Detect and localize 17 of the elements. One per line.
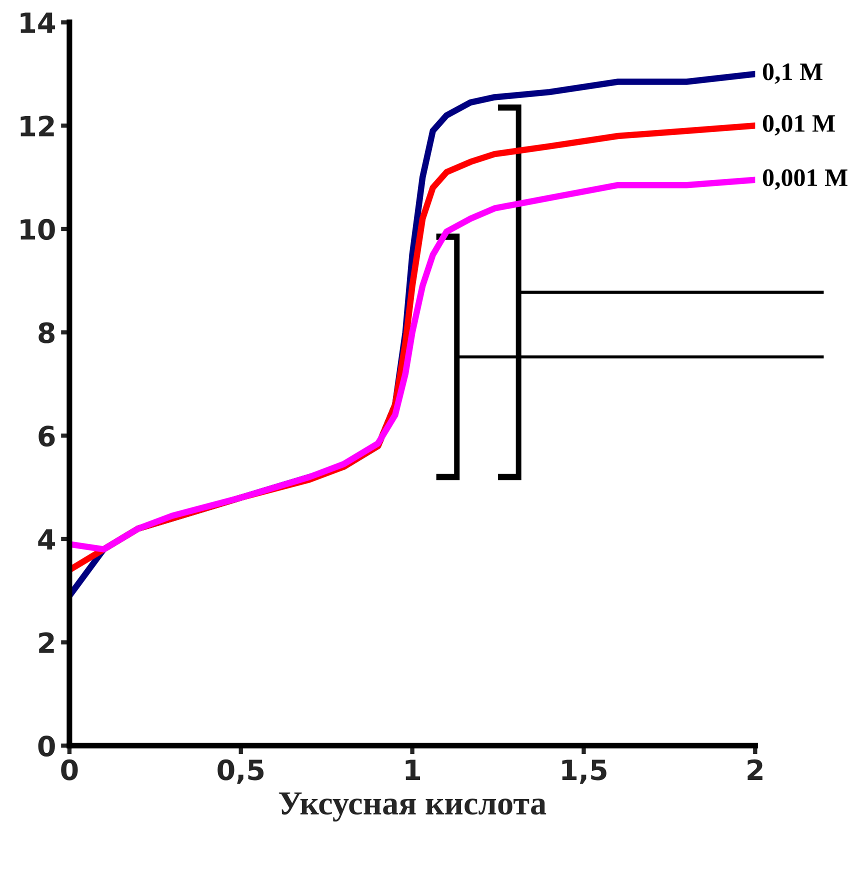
x-tick-label: 0 <box>61 759 78 780</box>
y-tick-label: 14 <box>20 12 55 33</box>
x-tick-label: 2 <box>748 759 762 780</box>
series-label: 0,001 M <box>762 169 848 190</box>
y-tick-label: 6 <box>38 426 55 447</box>
y-tick-label: 8 <box>38 322 55 344</box>
y-tick-label: 0 <box>38 736 55 757</box>
y-tick-label: 12 <box>20 116 54 136</box>
y-tick-label: 4 <box>38 529 55 550</box>
x-tick-label: 1 <box>406 760 420 780</box>
x-axis-title: Уксусная кислота <box>278 792 546 822</box>
series-label: 0,01 M <box>762 115 835 136</box>
series-label: 0,1 M <box>762 63 822 84</box>
x-tick-label: 1,5 <box>562 760 606 784</box>
x-tick-label: 0,5 <box>218 759 264 784</box>
y-tick-label: 10 <box>20 218 55 240</box>
y-tick-label: 2 <box>39 632 54 653</box>
